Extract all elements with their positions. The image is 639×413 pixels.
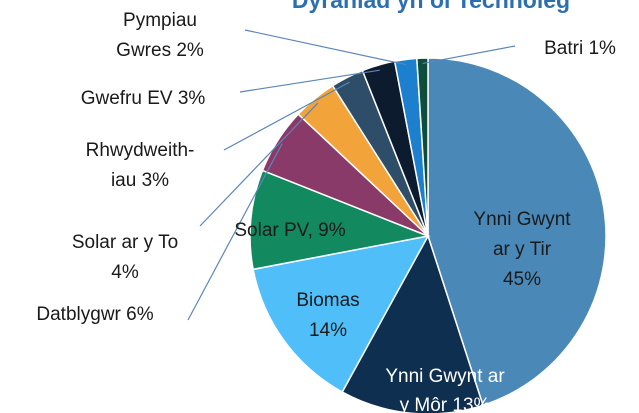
data-label: Ynni Gwynt ar [385,366,505,387]
data-label: y Môr 13% [400,395,491,413]
pie-slice [416,57,429,237]
leader-line [187,143,283,321]
pie-slice [341,234,484,413]
data-label: Solar ar y To [72,232,178,253]
pie-slice [427,57,607,407]
data-label: Batri 1% [544,38,616,59]
data-label: Rhwydweith- [86,140,195,161]
leader-line [422,45,516,65]
data-label: Pympiau [123,10,197,31]
leader-line [223,81,350,151]
chart-title: Dyraniad yn ôl Technoleg [292,0,570,13]
data-label: Ynni Gwynt [473,209,571,230]
data-label: 45% [503,269,541,290]
data-label: ar y Tir [493,239,552,260]
data-label: Solar PV, 9% [234,220,345,241]
data-label: Gwres 2% [116,40,204,61]
data-label: Gwefru EV 3% [81,88,206,109]
pie-slice [252,234,430,394]
pie-slice [249,169,431,271]
data-label: Biomas [296,290,359,311]
data-label: Datblygwr 6% [36,304,153,325]
leader-line [244,29,407,66]
leader-line [199,102,319,227]
data-label: iau 3% [111,170,169,191]
data-label: 14% [309,320,347,341]
data-label: 4% [111,262,139,283]
leader-line [239,69,380,93]
